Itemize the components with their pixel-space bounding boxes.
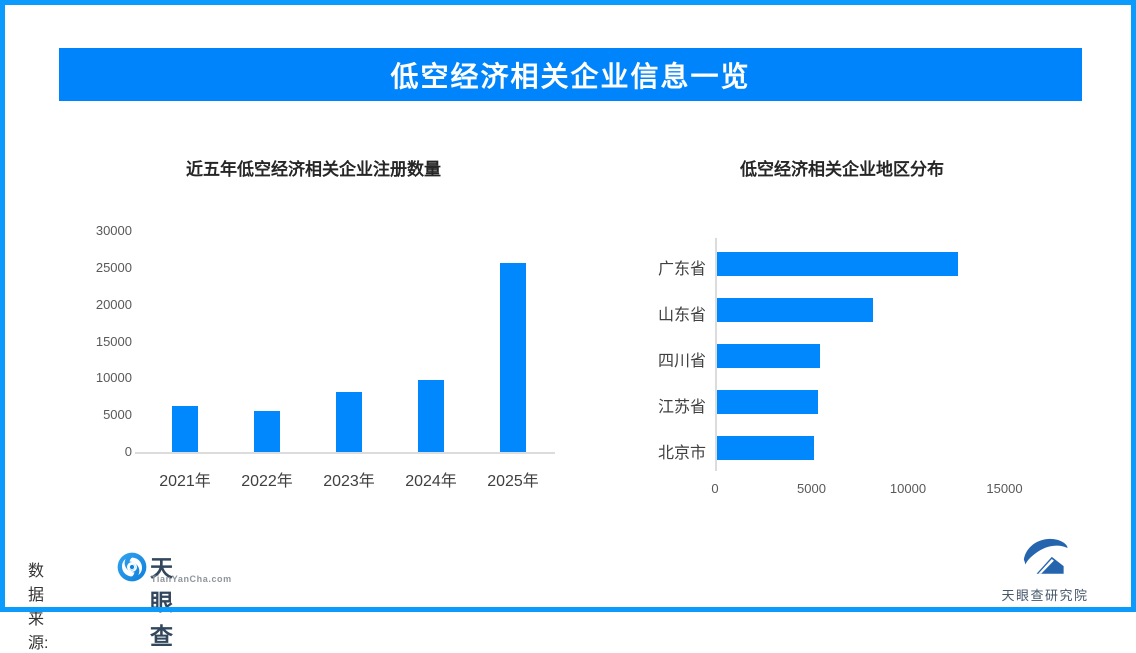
x-tick-0: 0: [711, 481, 719, 496]
bar-2022年: [254, 410, 280, 452]
institute-logo-block: 天眼查研究院: [995, 534, 1095, 604]
bar-2023年: [336, 392, 362, 452]
y-tick-25000: 25000: [95, 259, 132, 275]
tianyancha-eye-icon: [117, 552, 147, 582]
tianyancha-domain-text: TianYanCha.com: [151, 574, 232, 584]
page-title: 低空经济相关企业信息一览: [390, 60, 751, 92]
region-label-广东省: 广东省: [657, 261, 706, 278]
x-cat-2025年: 2025年: [487, 473, 539, 490]
y-axis-line: [715, 238, 717, 471]
y-tick-20000: 20000: [95, 296, 132, 312]
y-tick-0: 0: [124, 444, 132, 459]
x-cat-2021年: 2021年: [159, 473, 211, 490]
tianyancha-logo-text: 天眼查: [150, 555, 174, 649]
x-cat-2022年: 2022年: [241, 473, 293, 490]
x-tick-5000: 5000: [797, 481, 826, 496]
region-label-江苏省: 江苏省: [657, 399, 706, 416]
x-axis-line: [135, 452, 555, 454]
x-cat-2023年: 2023年: [323, 473, 375, 490]
region-label-北京市: 北京市: [657, 445, 706, 462]
y-tick-10000: 10000: [95, 370, 132, 386]
y-tick-5000: 5000: [103, 407, 132, 423]
right-chart-title: 低空经济相关企业地区分布: [740, 160, 944, 179]
data-source-label: 数据来源:: [28, 563, 49, 652]
region-label-四川省: 四川省: [657, 353, 706, 370]
bar-山东省: [717, 298, 874, 322]
bar-四川省: [717, 344, 821, 368]
bar-江苏省: [717, 390, 819, 414]
left-chart-title: 近五年低空经济相关企业注册数量: [186, 160, 441, 179]
bar-2025年: [500, 263, 526, 452]
x-tick-10000: 10000: [889, 481, 927, 496]
institute-name: 天眼查研究院: [1001, 588, 1089, 603]
region-label-山东省: 山东省: [657, 307, 706, 324]
banner: 低空经济相关企业信息一览: [59, 48, 1082, 101]
bar-广东省: [717, 252, 959, 276]
y-tick-15000: 15000: [95, 333, 132, 349]
bar-2024年: [418, 380, 444, 452]
institute-logo-icon: [1023, 538, 1068, 574]
y-tick-30000: 30000: [95, 223, 132, 238]
bar-北京市: [717, 436, 814, 460]
x-cat-2024年: 2024年: [405, 473, 457, 490]
x-tick-15000: 15000: [986, 481, 1023, 496]
bar-2021年: [172, 406, 198, 452]
